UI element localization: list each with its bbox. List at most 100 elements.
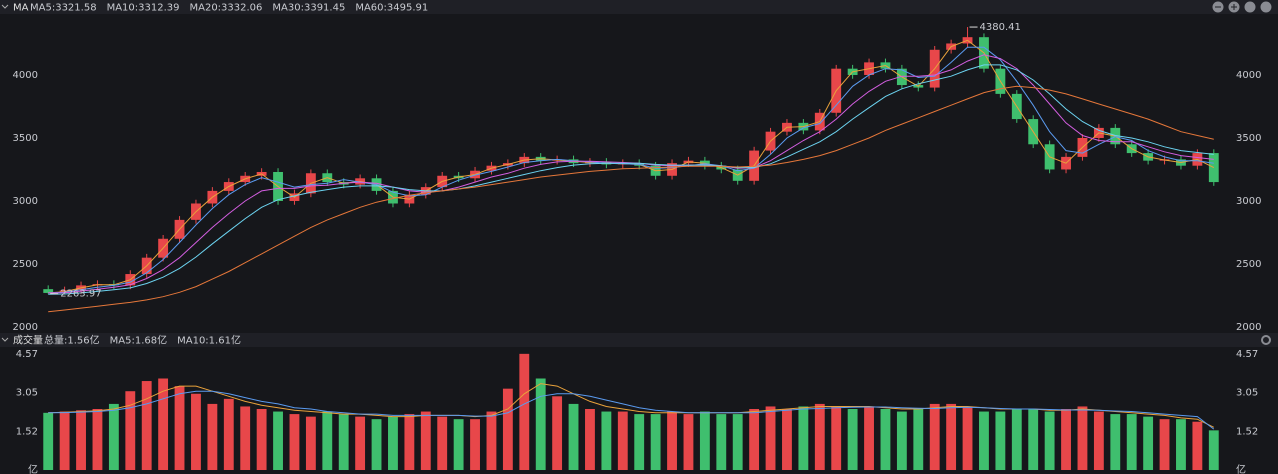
volume-bar [371, 419, 382, 470]
volume-bar [470, 419, 480, 470]
volume-bar [732, 414, 743, 470]
ma-line [48, 46, 1214, 294]
volume-bar [634, 414, 645, 470]
legend-entry: MA5:3321.58 [30, 3, 97, 14]
settings-button[interactable] [1244, 1, 1256, 13]
volume-bar [1110, 414, 1121, 470]
volume-bar [1159, 419, 1170, 470]
volume-bar [207, 403, 218, 470]
volume-bar [1028, 409, 1039, 470]
volume-bar [585, 409, 595, 470]
y-tick-label: 3000 [1236, 196, 1261, 207]
volume-bar [552, 396, 563, 470]
volume-bar [420, 411, 431, 470]
legend-entry: MA5:1.68亿 [110, 334, 167, 347]
indicator-title: MA [13, 3, 29, 14]
volume-bar [59, 411, 70, 470]
volume-bar [76, 410, 86, 470]
y-tick-label: 亿 [1236, 463, 1246, 474]
max-label: 4380.41 [980, 22, 1021, 33]
volume-bar [174, 386, 185, 470]
volume-bar [765, 406, 776, 470]
y-tick-label: 3500 [13, 133, 38, 144]
volume-bar [158, 378, 169, 470]
volume-bar [535, 378, 546, 470]
toolbar [1212, 1, 1272, 345]
ma-line [48, 39, 1215, 294]
volume-bar [289, 414, 300, 470]
volume-bar [1044, 411, 1055, 470]
y-tick-label: 4.57 [16, 349, 38, 360]
volume-bar [453, 419, 464, 470]
close-button[interactable] [1260, 1, 1272, 13]
volume-bar [240, 406, 251, 470]
volume-bar [1011, 409, 1022, 470]
volume-bar [847, 409, 858, 470]
volume-bar [814, 403, 825, 470]
icon-line [1231, 4, 1237, 10]
volume-bar [322, 411, 333, 470]
ma-line [48, 85, 1214, 313]
header-bar [0, 0, 1278, 14]
volume-bar [191, 393, 201, 470]
volume-bar [1176, 419, 1186, 470]
volume-bar [404, 414, 415, 470]
collapse-icon[interactable] [1, 337, 9, 342]
volume-bar [929, 403, 940, 470]
legend-entry: MA10:3312.39 [107, 3, 180, 14]
ma-line [48, 64, 1214, 295]
volume-bar [979, 411, 989, 470]
volume-bar [896, 411, 907, 470]
volume-bar [650, 414, 661, 470]
volume-bar [1061, 409, 1071, 470]
volume-bar [355, 416, 366, 470]
volume-bar [962, 406, 973, 470]
y-tick-label: 亿 [28, 463, 38, 474]
y-tick-label: 3.05 [16, 387, 38, 398]
y-tick-label: 2000 [1236, 322, 1261, 333]
y-tick-label: 1.52 [16, 426, 38, 437]
candle-body [43, 289, 54, 293]
volume-bar [831, 406, 842, 470]
volume-bar [502, 388, 513, 470]
legend-entry: MA10:1.61亿 [177, 334, 241, 347]
volume-bar [1126, 414, 1137, 470]
y-tick-label: 3000 [13, 196, 38, 207]
y-tick-label: 2000 [13, 322, 38, 333]
volume-bar [667, 411, 677, 470]
volume-bar [486, 411, 497, 470]
volume-total: 总量:1.56亿 [44, 334, 100, 347]
volume-bar [699, 411, 710, 470]
volume-bar [92, 409, 103, 470]
volume-bar [995, 411, 1006, 470]
volume-bar [1143, 416, 1154, 470]
y-tick-label: 2500 [13, 259, 38, 270]
collapse-icon[interactable] [1, 4, 9, 9]
volume-bar [43, 412, 54, 470]
legend-entry: MA30:3391.45 [272, 3, 345, 14]
volume-settings-button[interactable] [1261, 335, 1271, 345]
volume-bar [1093, 411, 1104, 470]
volume-bar [946, 403, 957, 470]
volume-bar [519, 353, 530, 470]
volume-bar [716, 414, 727, 470]
volume-bar [782, 409, 792, 470]
volume-bar [749, 409, 760, 470]
volume-bar [1077, 406, 1088, 470]
y-tick-label: 4000 [13, 70, 38, 81]
legend-entry: MA20:3332.06 [189, 3, 262, 14]
volume-bar [388, 416, 398, 470]
ma-line [48, 390, 1215, 430]
volume-bar [223, 398, 234, 470]
y-tick-label: 2500 [1236, 259, 1261, 270]
volume-bar [437, 416, 448, 470]
y-tick-label: 4000 [1236, 70, 1261, 81]
volume-title: 成交量 [13, 334, 43, 347]
volume-bar [617, 411, 628, 470]
y-tick-label: 3.05 [1236, 387, 1258, 398]
volume-bar [798, 406, 809, 470]
volume-bar [1192, 421, 1203, 470]
volume-bar [683, 414, 694, 470]
volume-bar [338, 414, 349, 470]
